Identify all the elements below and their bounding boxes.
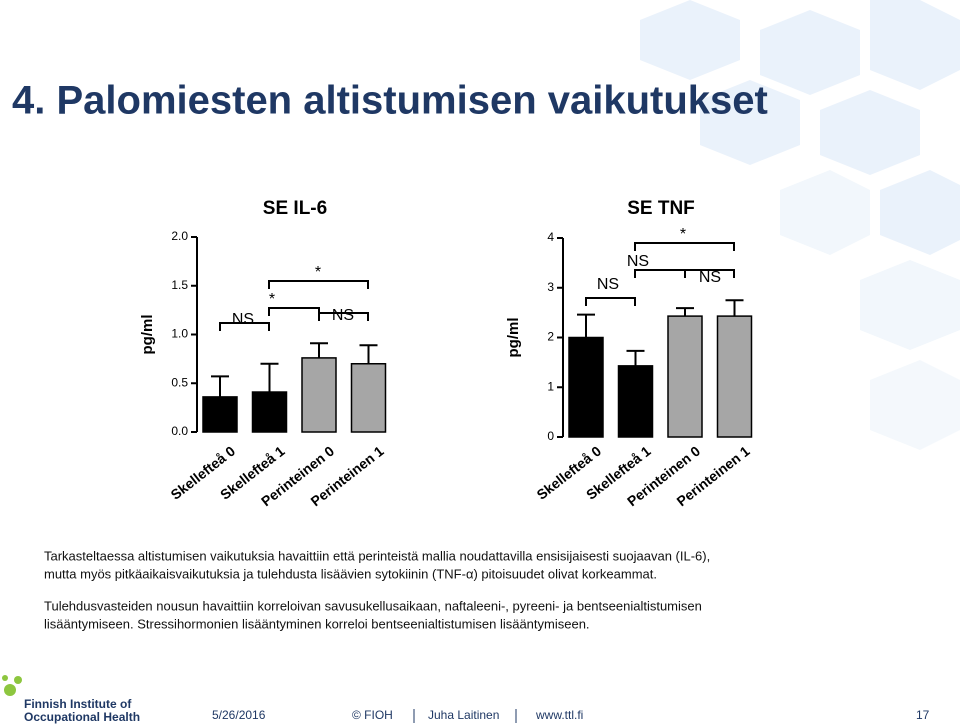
significance-bracket	[634, 242, 735, 251]
slide-title: 4. Palomiesten altistumisen vaikutukset	[12, 79, 768, 123]
y-tick-label: 0	[547, 429, 554, 443]
significance-label: NS	[232, 311, 254, 328]
significance-bracket	[268, 307, 320, 316]
bar	[716, 315, 753, 438]
y-tick-label: 2	[547, 330, 554, 344]
significance-label: *	[315, 264, 321, 281]
significance-label: NS	[699, 269, 721, 286]
significance-bracket	[585, 297, 636, 306]
bar	[301, 357, 337, 433]
logo-text: Finnish Institute of	[24, 697, 132, 711]
significance-bracket	[634, 269, 686, 278]
significance-bracket	[684, 269, 735, 278]
chart-title: SE TNF	[627, 198, 695, 219]
logo: Finnish Institute of Occupational Health	[2, 675, 140, 724]
significance-bracket	[219, 322, 270, 331]
paragraph-line: Tarkasteltaessa altistumisen vaikutuksia…	[44, 548, 710, 563]
y-tick-label: 3	[547, 280, 554, 294]
paragraph-line: mutta myös pitkäaikaisvaikutuksia ja tul…	[44, 566, 657, 581]
footer-copyright: © FIOH	[352, 708, 393, 722]
y-tick-label: 1.5	[171, 278, 188, 292]
paragraph-line: Tulehdusvasteiden nousun havaittiin korr…	[44, 598, 702, 613]
y-tick-label: 0.5	[171, 375, 188, 389]
significance-bracket	[318, 312, 369, 321]
y-tick-label: 4	[547, 230, 554, 244]
bar	[617, 365, 654, 438]
significance-bracket	[268, 280, 369, 289]
bar	[251, 391, 288, 433]
footer-date: 5/26/2016	[212, 708, 266, 722]
footer-page: 17	[916, 708, 930, 722]
significance-label: NS	[332, 307, 354, 324]
significance-label: *	[680, 226, 686, 243]
footer-author: Juha Laitinen	[428, 708, 499, 722]
y-axis-label: pg/ml	[139, 315, 156, 355]
y-tick-label: 1.0	[171, 327, 188, 341]
y-axis-label: pg/ml	[505, 318, 522, 358]
bar	[568, 336, 604, 438]
significance-label: NS	[597, 276, 619, 293]
significance-label: *	[269, 291, 275, 308]
footer-url: www.ttl.fi	[535, 708, 583, 722]
y-tick-label: 2.0	[171, 229, 188, 243]
y-tick-label: 0.0	[171, 424, 188, 438]
y-tick-label: 1	[547, 379, 554, 393]
bar	[350, 363, 387, 433]
paragraph-line: lisääntymiseen. Stressihormonien lisäänt…	[44, 616, 590, 631]
logo-text: Occupational Health	[24, 710, 140, 724]
significance-label: NS	[627, 253, 649, 270]
chart-title: SE IL-6	[263, 198, 327, 219]
bar	[202, 396, 238, 433]
bar	[667, 315, 703, 438]
background-hexagons	[640, 0, 960, 450]
